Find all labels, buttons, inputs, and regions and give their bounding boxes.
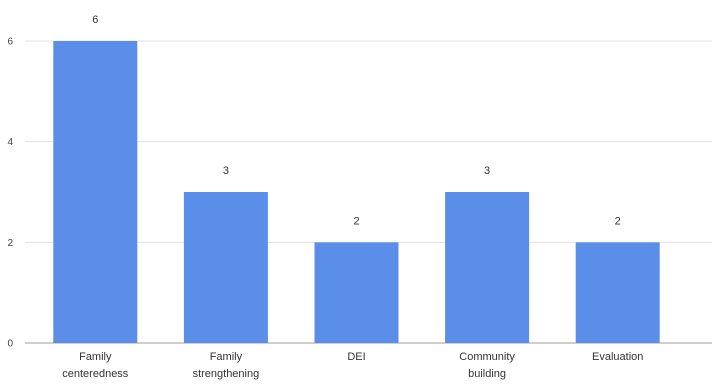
- bar: [183, 192, 268, 343]
- y-tick-label: 6: [7, 37, 13, 48]
- x-tick-label: strengthening: [193, 368, 260, 380]
- bar: [575, 242, 660, 343]
- bar-data-label: 6: [92, 14, 98, 26]
- bar-data-label: 3: [223, 165, 229, 177]
- bar: [445, 192, 530, 343]
- x-tick-label: building: [468, 368, 506, 380]
- y-tick-label: 0: [7, 339, 13, 350]
- x-tick-label: Family: [210, 351, 243, 363]
- bar-data-label: 2: [615, 215, 621, 227]
- x-tick-label: centeredness: [62, 368, 129, 380]
- x-tick-label: Family: [79, 351, 112, 363]
- x-tick-label: DEI: [347, 351, 365, 363]
- x-tick-label: Community: [459, 351, 515, 363]
- bar: [53, 41, 138, 343]
- x-tick-label: Evaluation: [592, 351, 643, 363]
- y-tick-label: 4: [7, 137, 13, 148]
- bar-data-label: 3: [484, 165, 490, 177]
- y-tick-label: 2: [7, 238, 13, 249]
- bar-data-label: 2: [353, 215, 359, 227]
- bar: [314, 242, 399, 343]
